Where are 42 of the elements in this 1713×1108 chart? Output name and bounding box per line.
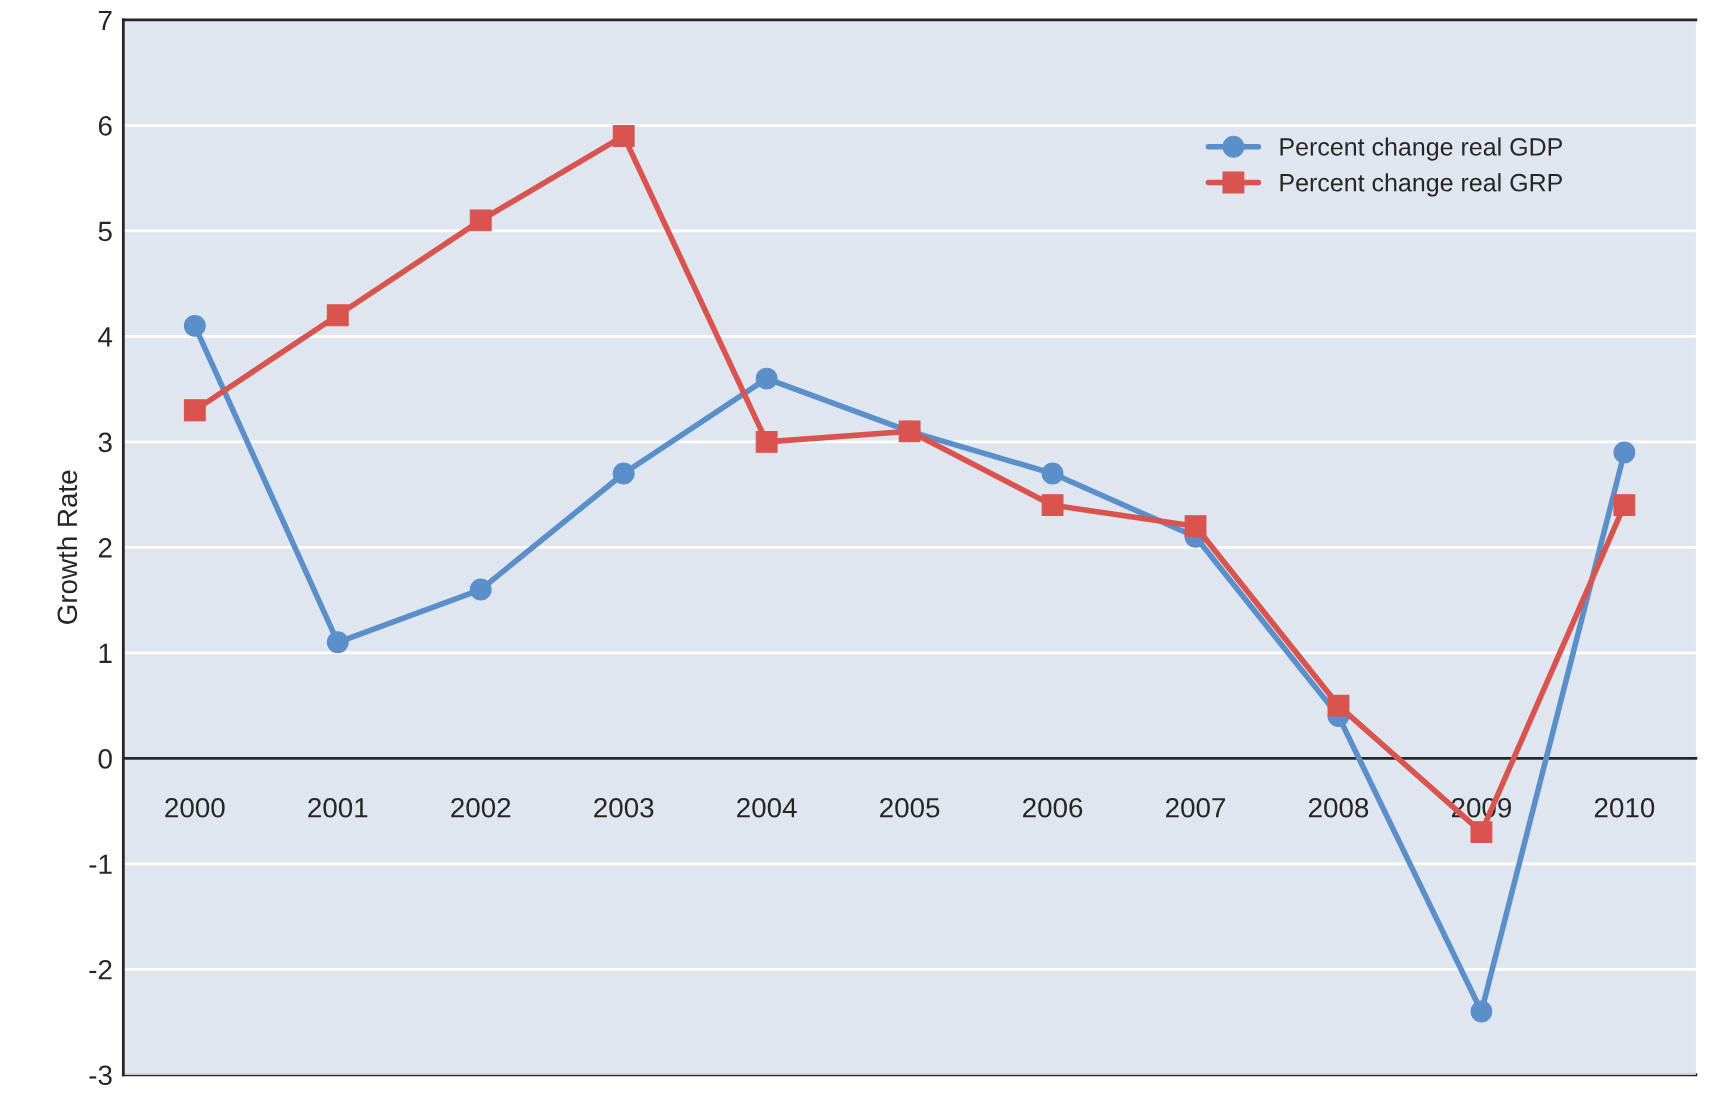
- y-tick-label: -2: [89, 959, 112, 980]
- x-tick-label: 2008: [1308, 797, 1369, 818]
- x-tick-label: 2004: [737, 797, 797, 818]
- y-tick-label: -1: [89, 854, 112, 874]
- y-tick-label: 3: [98, 432, 112, 453]
- y-tick-label: 2: [98, 538, 112, 558]
- point: [326, 304, 349, 327]
- point: [1041, 462, 1064, 485]
- y-tick-label: 1: [99, 643, 112, 663]
- y-tick-label: 5: [98, 221, 112, 242]
- point: [612, 462, 635, 485]
- point: [1613, 441, 1636, 464]
- x-tick-label: 2006: [1023, 797, 1083, 818]
- legend-label: Percent change real GDP: [1280, 137, 1562, 161]
- point: [183, 399, 206, 422]
- legend-label: Percent change real GRP: [1280, 173, 1562, 197]
- y-tick-label: 7: [98, 10, 112, 31]
- y-axis-title: Growth Rate: [56, 470, 78, 624]
- point: [1470, 821, 1493, 844]
- point: [755, 430, 778, 453]
- point: [1184, 515, 1207, 538]
- point: [755, 367, 778, 390]
- x-tick-label: 2005: [880, 797, 940, 818]
- y-tick-label: -3: [89, 1065, 112, 1086]
- point: [469, 578, 492, 601]
- point: [612, 125, 635, 147]
- point: [326, 631, 349, 654]
- point: [1327, 694, 1350, 717]
- point: [1470, 1000, 1493, 1023]
- x-tick-label: 2003: [594, 797, 654, 818]
- point: [1041, 494, 1064, 517]
- point: [183, 314, 206, 337]
- x-tick-label: 2001: [308, 797, 368, 818]
- point: [1613, 494, 1636, 517]
- x-tick-label: 2002: [451, 797, 511, 818]
- y-tick-label: 0: [98, 748, 112, 769]
- y-tick-label: 6: [98, 116, 112, 136]
- point: [469, 209, 492, 232]
- x-tick-label: 2007: [1166, 797, 1226, 818]
- x-tick-label: 2000: [165, 797, 225, 818]
- x-tick-label: 2010: [1594, 797, 1655, 818]
- y-tick-label: 4: [98, 327, 113, 347]
